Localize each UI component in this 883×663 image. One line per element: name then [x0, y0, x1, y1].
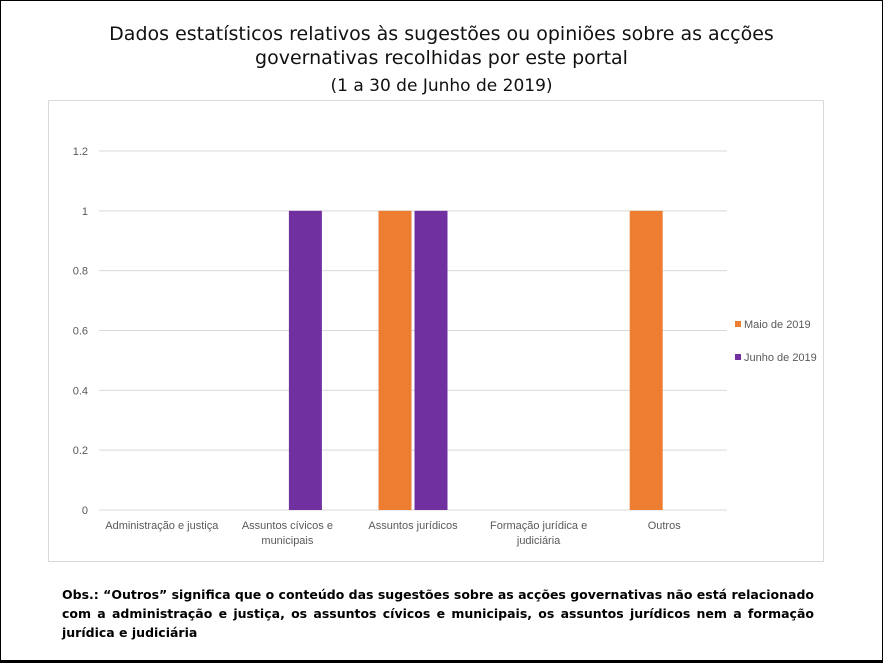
chart-subtitle: (1 a 30 de Junho de 2019) — [330, 76, 553, 96]
x-tick-label: Assuntos cívicos e — [242, 520, 333, 532]
x-tick-label: Formação jurídica e — [490, 520, 587, 532]
x-tick-label: judiciária — [516, 535, 561, 547]
chart-title-line-2: governativas recolhidas por este portal — [255, 47, 628, 69]
x-tick-label: Assuntos jurídicos — [368, 520, 458, 532]
observation-note: Obs.: “Outros” significa que o conteúdo … — [62, 585, 814, 642]
bar-maio-2019 — [378, 210, 412, 511]
chart-area — [48, 100, 824, 562]
bar-junho-2019 — [288, 210, 322, 511]
chart-title-line-1: Dados estatísticos relativos às sugestõe… — [109, 23, 774, 45]
bottom-border — [0, 660, 883, 662]
observation-text: Obs.: “Outros” significa que o conteúdo … — [62, 587, 814, 640]
y-tick-label: 0.4 — [73, 385, 88, 397]
legend-swatch — [735, 321, 741, 327]
bar-maio-2019 — [629, 210, 663, 511]
legend-swatch — [735, 354, 741, 360]
legend-label: Junho de 2019 — [744, 352, 817, 364]
x-tick-label: municipais — [261, 535, 313, 547]
bar-junho-2019 — [414, 210, 448, 511]
y-tick-label: 0.6 — [73, 326, 88, 338]
y-tick-label: 0 — [82, 505, 88, 517]
y-tick-label: 0.2 — [73, 445, 88, 457]
y-tick-label: 1.2 — [73, 146, 88, 158]
y-tick-label: 1 — [82, 206, 88, 218]
legend-label: Maio de 2019 — [744, 319, 811, 331]
x-tick-label: Outros — [648, 520, 682, 532]
y-tick-label: 0.8 — [73, 266, 88, 278]
x-tick-label: Administração e justiça — [105, 520, 219, 532]
